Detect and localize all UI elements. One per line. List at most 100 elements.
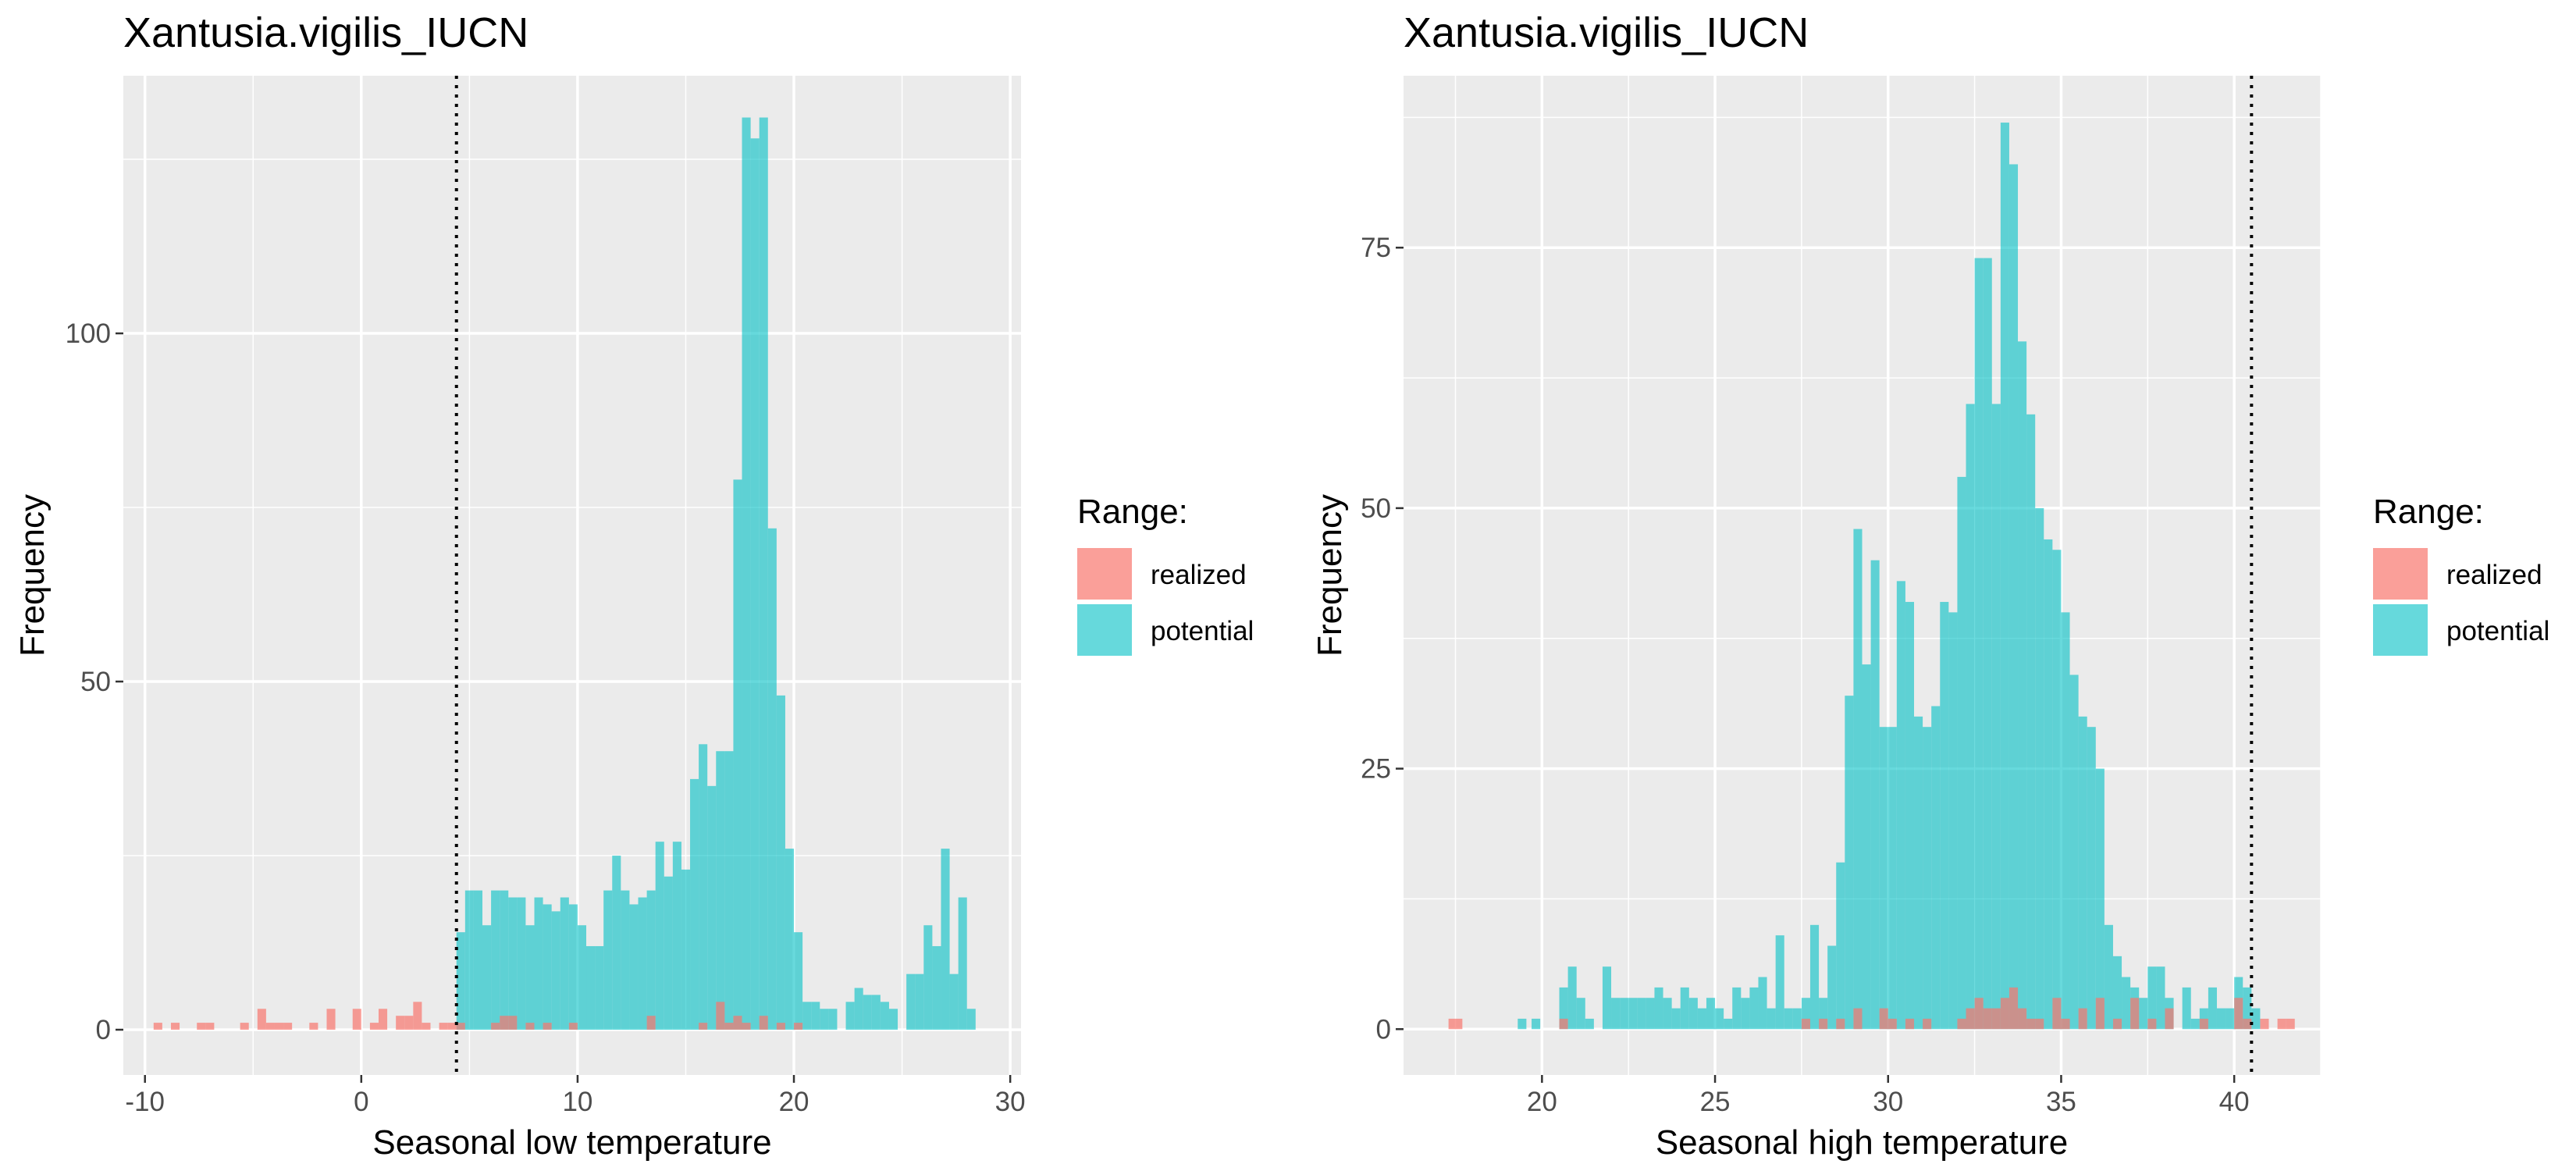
potential-bar [1845,696,1854,1030]
potential-bar [655,842,664,1030]
potential-bar [1948,612,1958,1030]
realized-bar [265,1023,275,1030]
realized-bar [1966,1008,1975,1030]
potential-bar [464,890,474,1030]
potential-bar [2182,987,2191,1030]
potential-bar [1628,998,1638,1030]
panel-high-temperature: Xantusia.vigilis_IUCN 20 25 30 35 400255075 … [1311,9,2549,1162]
potential-bar [820,1009,829,1030]
potential-bar [2226,1008,2235,1030]
x-tick-label: 30 [995,1087,1026,1117]
potential-bar [1576,998,1585,1030]
realized-bar [422,1023,431,1030]
potential-bar [1758,977,1767,1030]
potential-bar [1914,716,1923,1030]
potential-bar [612,856,621,1030]
potential-bar [1585,1018,1594,1030]
potential-bar [941,849,950,1030]
potential-bar [577,925,587,1030]
potential-bar [2122,977,2131,1030]
potential-bar [742,117,751,1030]
y-tick-label: 50 [1361,493,1391,524]
realized-bar [2000,998,2009,1030]
potential-bar [2035,507,2044,1030]
legend-label-potential: potential [1151,616,1254,646]
realized-bar [500,1016,509,1030]
potential-bar [1957,476,1966,1030]
potential-bar [664,876,673,1030]
x-tick-label: 0 [354,1087,368,1117]
potential-bar [1620,998,1629,1030]
potential-bar [681,869,691,1030]
realized-bar [2008,987,2019,1030]
legend: Range: realized potential [1077,493,1254,656]
potential-bar [473,890,482,1030]
potential-bar [2104,924,2113,1030]
realized-bar [742,1023,751,1030]
potential-bar [2044,539,2053,1030]
realized-bar [1819,1018,1828,1030]
potential-bar [534,897,543,1030]
potential-bar [828,1009,838,1030]
potential-bar [2112,956,2122,1030]
x-tick-label: 35 [2046,1087,2076,1117]
potential-bar [871,995,881,1030]
realized-bar [2130,998,2140,1030]
potential-bar [2078,716,2087,1030]
realized-bar [2061,1018,2070,1030]
x-axis-title: Seasonal high temperature [1656,1123,2068,1162]
realized-bar [2199,1018,2208,1030]
realized-bar [716,1002,725,1030]
potential-bar [2000,123,2009,1030]
potential-bar [517,897,526,1030]
potential-bar [646,890,656,1030]
legend-key-potential [1077,604,1132,656]
realized-bar [396,1016,405,1030]
realized-bar [1801,1018,1810,1030]
realized-bar [456,1023,465,1030]
potential-bar [750,138,760,1030]
realized-bars [153,1002,803,1030]
potential-bar [2026,414,2036,1030]
potential-bar [1801,998,1810,1030]
potential-bar [2251,1008,2261,1030]
y-tick-label: 0 [1376,1014,1391,1045]
realized-bar [2078,1008,2087,1030]
realized-bar [1888,1018,1897,1030]
y-axis-title: Frequency [1311,494,1349,657]
realized-bar [404,1016,414,1030]
potential-bar [1767,1008,1776,1030]
x-tick-label: -10 [125,1087,165,1117]
potential-bar [1974,258,1984,1030]
realized-bar [1853,1008,1863,1030]
realized-bar [274,1023,284,1030]
realized-bar [1879,1008,1888,1030]
realized-bar [2234,998,2243,1030]
potential-bar [1836,862,1845,1030]
panel-low-temperature: Xantusia.vigilis_IUCN -10 0 10 20 30 0 50 100 S… [13,9,1254,1162]
x-tick-label: 20 [779,1087,809,1117]
potential-bar [1671,1008,1681,1030]
potential-bar [1819,998,1828,1030]
realized-bar [1957,1018,1966,1030]
realized-bar [257,1009,266,1030]
realized-bar [369,1023,379,1030]
potential-bar [1879,727,1888,1030]
realized-bar [508,1016,518,1030]
legend-title: Range: [2373,493,2484,531]
realized-bar [1448,1018,1463,1030]
potential-bar [560,897,569,1030]
potential-bar [1724,1018,1733,1030]
x-tick-label: 20 [1527,1087,1557,1117]
potential-bar [2069,674,2079,1030]
potential-bar [1784,1008,1793,1030]
potential-bar [2052,550,2062,1030]
y-axis-title: Frequency [13,494,52,657]
potential-bar [759,117,768,1030]
potential-bar [1792,1008,1802,1030]
potential-bar [629,904,639,1030]
realized-bar [2243,1018,2252,1030]
realized-bar [646,1016,656,1030]
potential-bar [863,995,872,1030]
